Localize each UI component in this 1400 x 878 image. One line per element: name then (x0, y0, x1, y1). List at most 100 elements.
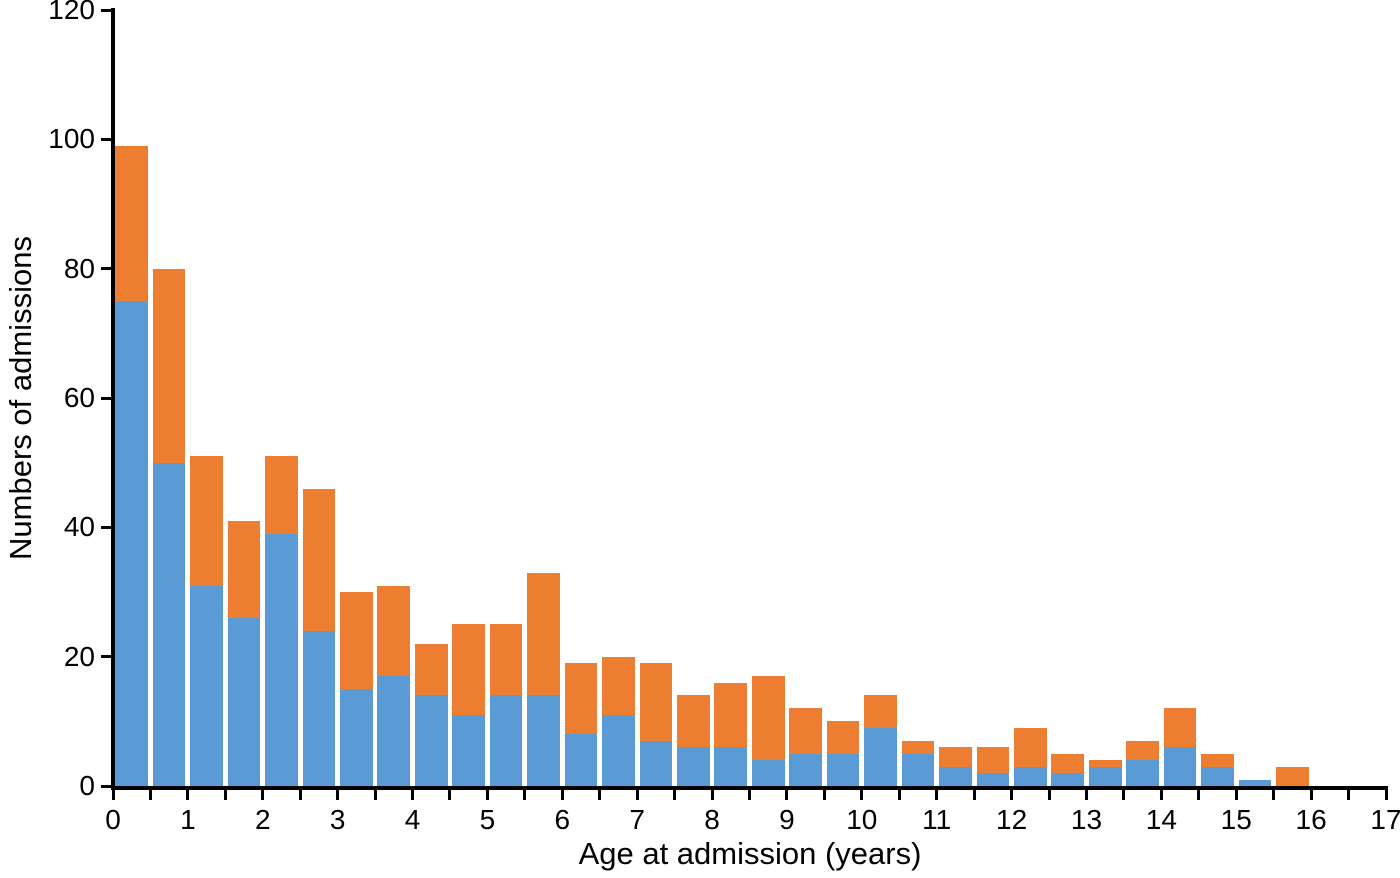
x-axis-tick (598, 790, 602, 800)
x-axis-tick-label: 4 (404, 804, 421, 835)
bar-segment-blue (302, 630, 336, 786)
bar-segment-orange (789, 708, 822, 754)
x-axis-tick (1309, 790, 1313, 800)
y-axis-tick (101, 8, 111, 12)
bar-segment-blue (1238, 779, 1272, 786)
x-axis-tick (1347, 790, 1351, 800)
bar-segment-orange (377, 585, 411, 677)
y-axis-tick-label: 80 (63, 252, 95, 284)
bar-segment-blue (414, 695, 448, 786)
bar-segment-blue (527, 695, 560, 786)
y-axis-line (111, 8, 115, 790)
bar-segment-orange (1201, 753, 1234, 767)
x-axis-tick-label: 16 (1295, 804, 1327, 835)
x-axis-tick (411, 790, 415, 800)
x-axis-tick (897, 790, 901, 800)
y-axis-tick (101, 396, 111, 400)
x-axis-tick (186, 790, 190, 800)
bar-segment-orange (976, 747, 1010, 774)
x-axis-tick (448, 790, 452, 800)
bar-segment-orange (639, 663, 673, 741)
bar-segment-blue (864, 727, 897, 786)
x-axis-tick (298, 790, 302, 800)
x-axis-tick (148, 790, 152, 800)
y-axis-tick (101, 267, 111, 271)
bar-segment-blue (1201, 766, 1234, 786)
bar-segment-blue (677, 747, 710, 786)
x-axis-tick (523, 790, 527, 800)
x-axis-tick-label: 9 (779, 804, 795, 835)
bar-segment-orange (1013, 727, 1047, 767)
bar-segment-orange (1276, 766, 1309, 786)
x-axis-tick (560, 790, 564, 800)
x-axis-tick (223, 790, 227, 800)
y-axis-tick-label: 40 (63, 511, 95, 543)
bar-segment-orange (714, 682, 748, 748)
bar-segment-blue (115, 301, 149, 786)
y-axis-tick-label: 100 (48, 123, 95, 155)
bar-segment-orange (564, 663, 598, 735)
x-axis-tick (860, 790, 864, 800)
bar-segment-blue (564, 734, 598, 786)
x-axis-tick (748, 790, 751, 800)
x-axis-tick (1122, 790, 1126, 800)
bar-segment-blue (1088, 766, 1122, 786)
bar-segment-orange (489, 624, 523, 696)
x-axis-tick (485, 790, 489, 800)
y-axis-tick (101, 784, 111, 788)
bar-segment-blue (265, 533, 298, 786)
x-axis-tick (1159, 790, 1163, 800)
bar-segment-orange (1163, 708, 1197, 748)
bar-segment-blue (1163, 747, 1197, 786)
x-axis-tick (785, 790, 789, 800)
bar-segment-orange (864, 695, 897, 728)
bar-segment-orange (1126, 740, 1159, 761)
bar-segment-blue (639, 740, 673, 786)
bar-segment-orange (265, 456, 298, 534)
x-axis-tick (1010, 790, 1014, 800)
y-axis-tick-label: 20 (63, 640, 95, 672)
bar-segment-orange (227, 520, 261, 618)
x-axis-tick (373, 790, 377, 800)
bar-segment-orange (414, 643, 448, 696)
bar-segment-orange (939, 747, 972, 767)
x-axis-tick-label: 12 (996, 804, 1028, 835)
bar-segment-orange (1051, 753, 1085, 774)
x-axis-tick (1234, 790, 1238, 800)
x-axis-tick-label: 13 (1070, 804, 1103, 835)
bar-segment-blue (190, 585, 223, 786)
x-axis-tick (1272, 790, 1276, 800)
bar-segment-orange (602, 656, 635, 715)
bar-segment-blue (340, 689, 373, 786)
bar-segment-blue (1126, 760, 1159, 786)
x-axis-tick (935, 790, 939, 800)
x-axis-tick (111, 790, 115, 800)
bar-segment-orange (115, 145, 149, 301)
x-axis-tick-label: 10 (846, 804, 878, 835)
x-axis-tick-label: 7 (629, 804, 645, 835)
y-axis-tick (101, 525, 111, 529)
x-axis-tick-label: 6 (554, 804, 571, 835)
x-axis-tick (1047, 790, 1051, 800)
x-axis-tick-label: 15 (1220, 804, 1252, 835)
bar-segment-orange (190, 456, 223, 586)
bar-segment-orange (751, 676, 785, 761)
bar-segment-blue (714, 747, 748, 786)
bar-segment-blue (152, 462, 186, 786)
bar-segment-blue (602, 714, 635, 786)
x-axis-tick (1084, 790, 1088, 800)
x-axis-title: Age at admission (years) (578, 836, 922, 871)
bar-segment-blue (489, 695, 523, 786)
x-axis-tick (972, 790, 976, 800)
x-axis-tick (261, 790, 265, 800)
x-axis-tick-label: 2 (254, 804, 271, 835)
bar-segment-blue (939, 766, 972, 786)
bar-segment-orange (901, 740, 935, 754)
bar-segment-orange (152, 268, 186, 463)
x-axis-line (111, 786, 1388, 790)
y-axis-tick-label: 120 (48, 0, 95, 25)
x-axis-tick-label: 8 (704, 804, 720, 835)
bar-segment-orange (452, 624, 485, 715)
x-axis-tick (710, 790, 714, 800)
